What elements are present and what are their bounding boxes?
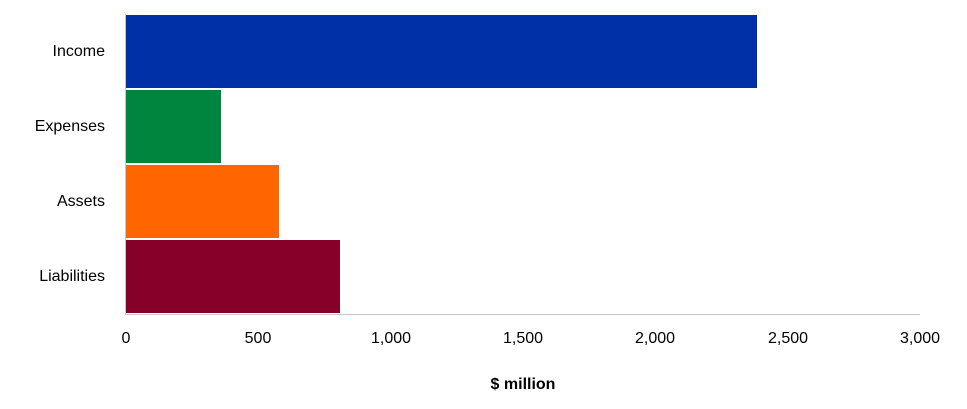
bar-income bbox=[126, 15, 758, 88]
bar-liabilities bbox=[126, 240, 341, 313]
y-axis-line bbox=[125, 14, 126, 315]
x-axis-line bbox=[125, 314, 920, 315]
x-tick-500: 500 bbox=[244, 330, 272, 347]
y-label-income: Income bbox=[52, 43, 105, 60]
x-axis-title: $ million bbox=[490, 376, 556, 393]
x-tick-3000: 3,000 bbox=[899, 330, 941, 347]
x-tick-2500: 2,500 bbox=[767, 330, 809, 347]
x-tick-2000: 2,000 bbox=[634, 330, 676, 347]
x-tick-0: 0 bbox=[121, 330, 131, 347]
y-label-expenses: Expenses bbox=[34, 118, 105, 135]
bar-expenses bbox=[126, 90, 222, 163]
bar-assets bbox=[126, 165, 279, 238]
x-tick-1500: 1,500 bbox=[502, 330, 544, 347]
x-tick-1000: 1,000 bbox=[370, 330, 412, 347]
y-label-assets: Assets bbox=[56, 193, 105, 210]
plot-area bbox=[126, 14, 920, 315]
y-label-liabilities: Liabilities bbox=[39, 268, 105, 285]
